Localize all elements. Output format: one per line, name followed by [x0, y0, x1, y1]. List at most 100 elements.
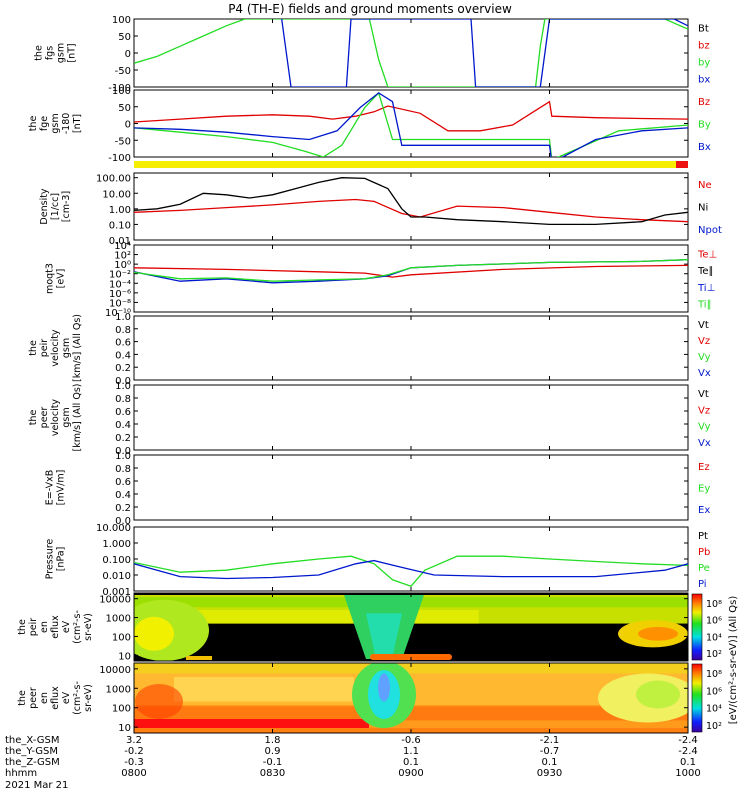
y-tick-label: 0.2 [115, 433, 131, 444]
colorbar: 10⁸ 10⁶ 10⁴ 10² [691, 593, 722, 661]
y-tick-label: 0.010 [102, 571, 131, 582]
legend-entry: Pt [698, 531, 708, 542]
y-axis-label: peer [28, 687, 39, 709]
y-axis-label: peer [39, 407, 50, 429]
y-tick-label: 0.4 [115, 490, 131, 501]
y-tick-label: 1000 [106, 684, 131, 695]
y-tick-label: 0.0 [115, 376, 131, 387]
y-axis-label: E=-VxB [45, 470, 56, 505]
y-axis-label: eflux [50, 615, 61, 639]
legend-entry: Ey [698, 484, 710, 495]
legend-entry: Vz [698, 336, 710, 347]
legend-entry: Vy [698, 352, 711, 363]
y-tick-label: 0.6 [115, 338, 131, 349]
y-tick-label: 1.0 [115, 381, 131, 392]
y-tick-label: 0.4 [115, 350, 131, 361]
legend-entry: Bz [698, 97, 710, 108]
y-axis-label: en [39, 621, 50, 633]
panel-frame [133, 526, 689, 592]
y-axis-label: en [39, 692, 50, 704]
y-axis-label: the [17, 690, 28, 706]
legend-entry: Bx [698, 142, 711, 153]
legend-entry: Ni [698, 203, 708, 214]
legend-entry: Vt [698, 389, 709, 400]
y-axis-label: Density [39, 188, 50, 224]
y-axis-label: peir [28, 618, 39, 637]
legend-entry: Bt [698, 24, 709, 35]
x-tick-label: -0.1 [263, 757, 283, 768]
panel-efield: 1.0 0.8 0.6 0.4 0.2 0.0 E=-VxB [mV/m] Ez Ey Ex [45, 451, 711, 527]
y-tick-label: 0.8 [115, 325, 131, 336]
colorbar: 10⁸ 10⁶ 10⁴ 10² [691, 663, 722, 733]
y-tick-label: 0.10 [109, 220, 131, 231]
legend-entry: Pe [698, 563, 710, 574]
y-axis-label: -180 [61, 113, 72, 135]
y-tick-label: 100 [112, 704, 131, 715]
legend-entry: Npot [698, 225, 722, 236]
series-Te⊥ [134, 264, 688, 278]
y-tick-label: 10⁻² [109, 270, 131, 281]
y-axis-label: sr-eV) [83, 613, 94, 641]
panel-fge_gsm: 100 50 0 -50 -100 the fge gsm -180 [nT] Bz By Bx [28, 86, 711, 164]
x-tick-label: 0.9 [265, 746, 281, 757]
legend-entry: Ti⊥ [697, 283, 715, 294]
y-tick-label: 10000 [99, 665, 131, 676]
colorbar-title: [eV/(cm²-s-sr-eV)] (All Qs) [728, 596, 739, 725]
y-tick-label: 1.00 [109, 205, 131, 216]
y-axis-label: the [28, 340, 39, 356]
spectrogram-band [134, 719, 369, 729]
spectrogram-cusp [366, 613, 402, 659]
y-tick-label: 0 [125, 49, 131, 60]
spectrogram-patch [134, 616, 174, 651]
quality-flag-bar [134, 161, 688, 168]
spectrogram-patch [186, 656, 212, 660]
y-axis-label: eflux [50, 686, 61, 710]
y-axis-label: [nT] [67, 43, 78, 62]
colorbar-tick-label: 10² [706, 649, 722, 660]
quality-flag-alert [676, 161, 688, 168]
panel-peir_eflux: 10000 1000 100 10 the peir en eflux eV (cm²-s-sr-… [17, 592, 722, 662]
legend-entry: By [698, 120, 711, 131]
y-tick-label: 1.0 [115, 451, 131, 462]
y-axis-label: the [17, 619, 28, 635]
y-tick-label: 0.2 [115, 363, 131, 374]
y-tick-label: 1.000 [102, 539, 131, 550]
legend-entry: Vt [698, 320, 709, 331]
y-tick-label: 100 [112, 86, 131, 97]
chart-title: P4 (TH-E) fields and ground moments over… [228, 2, 512, 16]
legend-entry: by [698, 58, 710, 69]
panel-frame [133, 384, 689, 451]
y-tick-label: 10⁻⁸ [109, 298, 131, 309]
y-tick-label: 10² [114, 251, 131, 262]
x-axis-row-label: the_Y-GSM [5, 746, 58, 757]
y-tick-label: 0.8 [115, 464, 131, 475]
x-tick-label: 0830 [260, 768, 285, 779]
x-tick-label: -0.7 [540, 746, 560, 757]
legend-entry: Te⊥ [697, 249, 717, 260]
y-tick-label: 0 [125, 120, 131, 131]
y-axis-label: sr-eV) [83, 684, 94, 712]
y-tick-label: 0.6 [115, 477, 131, 488]
y-axis-label: [1/cc] [50, 193, 61, 220]
y-axis-label: moqt3 [45, 263, 56, 294]
y-tick-label: 0.001 [102, 587, 131, 598]
x-tick-label: 1000 [675, 768, 700, 779]
y-axis-label: [eV] [56, 269, 67, 289]
y-tick-label: 10 [118, 651, 131, 662]
y-tick-label: 0.8 [115, 394, 131, 405]
y-axis-label: (cm²-s- [72, 681, 83, 715]
y-tick-label: 100.00 [96, 174, 131, 185]
spectrogram [134, 593, 688, 661]
y-tick-label: -50 [115, 136, 131, 147]
y-tick-label: 10⁴ [114, 241, 131, 252]
y-tick-label: 0.100 [102, 555, 131, 566]
panel-fgs_gsm: 100 50 0 -50 -100 the fgs gsm [nT] Bt bz by bx [34, 15, 711, 94]
legend-entry: bz [698, 41, 710, 52]
x-tick-label: 1.1 [403, 746, 419, 757]
x-tick-label: 0900 [398, 768, 423, 779]
colorbar-scale [691, 663, 703, 733]
colorbar-tick-label: 10⁸ [706, 599, 722, 610]
y-axis-label: gsm [61, 407, 72, 427]
